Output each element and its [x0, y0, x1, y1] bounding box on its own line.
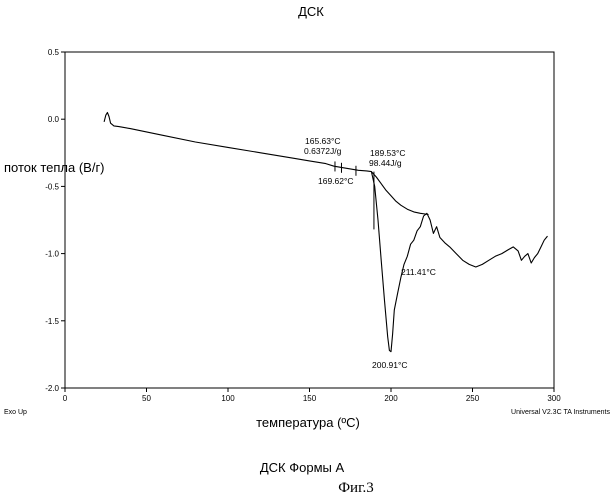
x-tick-label: 150: [303, 394, 317, 403]
annotation-label: 200.91°C: [372, 360, 408, 370]
x-tick-label: 100: [221, 394, 235, 403]
annotation-label: 211.41°C: [401, 267, 436, 277]
y-tick-label: 0.0: [48, 115, 60, 124]
annotation-label: 165.63°C: [305, 136, 341, 146]
annotation-label: 169.62°C: [318, 176, 354, 186]
dsc-integration-baseline: [371, 172, 428, 215]
exo-up-label: Exo Up: [4, 409, 27, 416]
y-tick-label: -2.0: [45, 384, 59, 393]
annotation-label: 0.6372J/g: [304, 146, 342, 156]
x-tick-label: 50: [142, 394, 151, 403]
plot-frame: [65, 52, 554, 388]
x-tick-label: 300: [547, 394, 561, 403]
y-tick-label: -1.0: [45, 250, 59, 259]
y-axis-title: поток тепла (В/г): [4, 160, 105, 175]
y-tick-label: -1.5: [45, 317, 59, 326]
instrument-label: Universal V2.3C TA Instruments: [511, 409, 610, 416]
x-tick-label: 250: [466, 394, 480, 403]
y-tick-label: 0.5: [48, 48, 60, 57]
x-tick-label: 200: [384, 394, 398, 403]
figure-number: Фиг.3: [338, 480, 374, 496]
y-tick-label: -0.5: [45, 182, 59, 191]
figure-caption: ДСК Формы А: [260, 460, 345, 475]
x-axis-title: температура (ºC): [256, 415, 360, 430]
chart-title: ДСК: [298, 4, 324, 19]
annotation-label: 98.44J/g: [369, 158, 402, 168]
y-axis-ticks: 0.5 0.0 -0.5 -1.0 -1.5 -2.0: [45, 48, 65, 393]
annotation-label: 189.53°C: [370, 148, 406, 158]
x-tick-label: 0: [63, 394, 68, 403]
x-axis-ticks: 0 50 100 150 200 250 300: [63, 388, 561, 403]
